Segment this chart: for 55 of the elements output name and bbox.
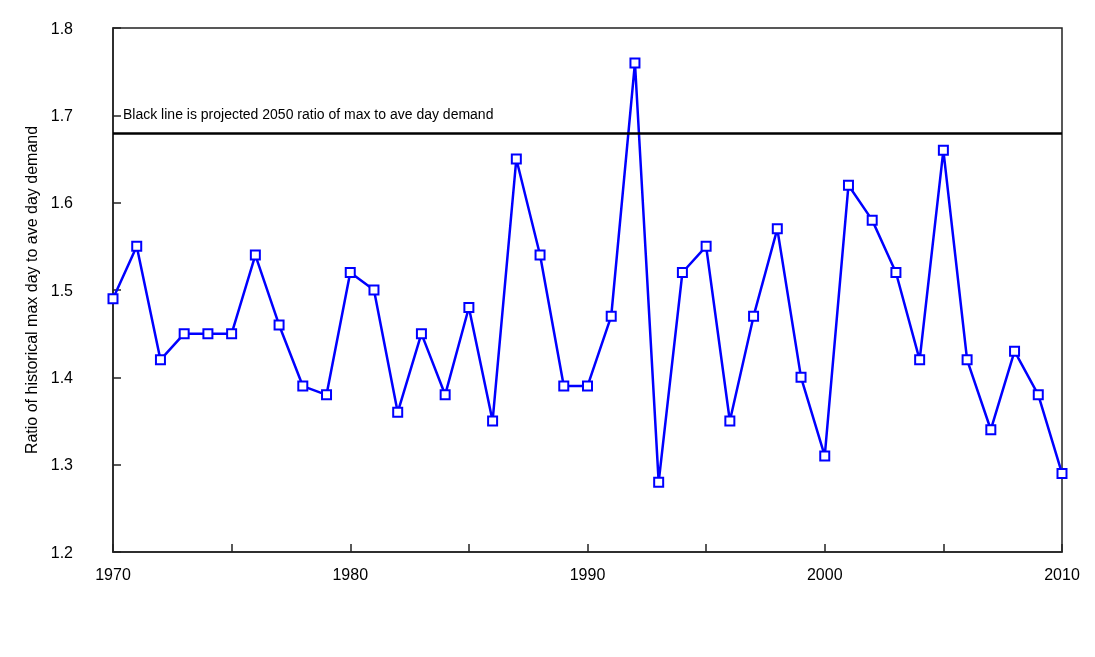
point: [415, 328, 427, 340]
point: [629, 57, 641, 69]
y-tick-label: 1.8: [50, 19, 74, 37]
y-tick-label: 1.5: [50, 281, 74, 299]
x-tick-label: 2010: [1044, 565, 1080, 583]
point: [748, 310, 760, 322]
y-tick-label: 1.6: [50, 194, 74, 212]
point: [700, 240, 712, 252]
ref-line-label: Black line is projected 2050 ratio of max to ave day demand: [123, 105, 494, 122]
point: [937, 144, 949, 156]
point: [795, 371, 807, 383]
point: [676, 267, 688, 279]
point: [1009, 345, 1021, 357]
point: [107, 293, 119, 305]
x-tick-label: 2000: [806, 565, 843, 583]
point: [297, 380, 309, 392]
point: [510, 153, 522, 165]
point: [439, 389, 451, 401]
point: [154, 354, 166, 366]
point: [558, 380, 570, 392]
y-tick-label: 1.7: [50, 106, 74, 124]
point: [842, 179, 854, 191]
point: [771, 223, 783, 235]
point: [131, 240, 143, 252]
point: [1056, 467, 1068, 479]
point: [866, 214, 878, 226]
x-tick-label: 1980: [332, 565, 369, 583]
point: [392, 406, 404, 418]
x-tick-label: 1970: [95, 565, 131, 583]
point: [368, 284, 380, 296]
x-tick-label: 1990: [569, 565, 606, 583]
point: [344, 267, 356, 279]
point: [178, 328, 190, 340]
point: [321, 389, 333, 401]
point: [582, 380, 593, 392]
point: [653, 476, 665, 488]
point: [890, 267, 902, 279]
point: [605, 310, 617, 322]
point: [724, 415, 736, 427]
point: [249, 249, 261, 261]
y-tick-label: 1.3: [50, 456, 74, 474]
point: [1032, 389, 1044, 401]
point: [487, 415, 499, 427]
y-axis-title: Ratio of historical max day to ave day demand: [23, 125, 41, 455]
point: [226, 328, 238, 340]
y-tick-label: 1.4: [50, 368, 74, 386]
point: [463, 301, 475, 313]
point: [985, 424, 997, 436]
point: [819, 450, 831, 462]
y-tick-label: 1.2: [50, 543, 74, 561]
point: [273, 319, 285, 331]
point: [961, 354, 973, 366]
point: [202, 328, 214, 340]
point: [914, 354, 926, 366]
point: [534, 249, 546, 261]
